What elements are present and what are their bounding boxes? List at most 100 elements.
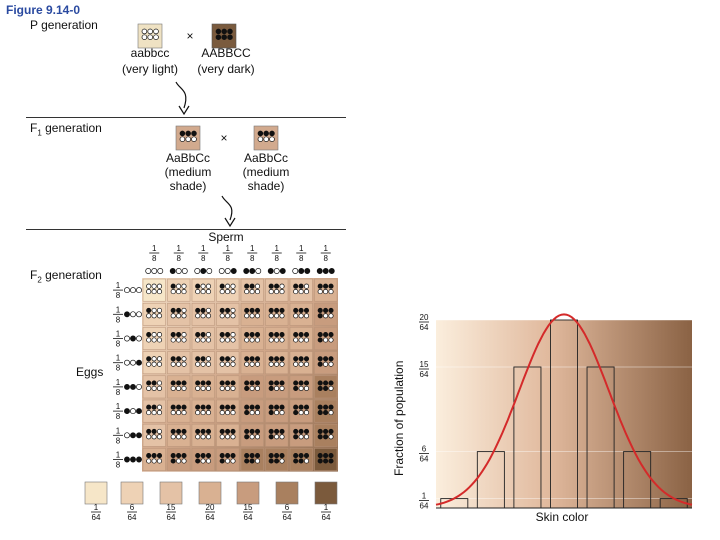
punnett-cell-alleles-allele: [219, 458, 225, 464]
punnett-cell-alleles: [293, 332, 310, 343]
egg-allele: [124, 359, 130, 366]
sperm-allele: [194, 268, 201, 274]
p-to-f1-arrow-head: [178, 105, 190, 116]
punnett-cell-alleles-allele: [151, 410, 157, 416]
egg-allele: [136, 311, 142, 318]
egg-fraction-den: 8: [116, 364, 121, 373]
punnett-cell-alleles-allele: [151, 307, 157, 313]
punnett-cell-alleles-allele: [244, 434, 250, 440]
punnett-cell-alleles-allele: [200, 361, 206, 367]
punnett-cell-alleles-allele: [317, 404, 323, 410]
phenotype-fraction-den: 64: [244, 513, 253, 522]
egg-allele: [130, 359, 136, 366]
p-parent2-alleles-allele: [227, 34, 233, 40]
f1-parent1-genotype: AaBbCc: [165, 151, 211, 165]
punnett-cell-alleles-allele: [205, 307, 212, 313]
punnett-cell-alleles: [317, 428, 334, 440]
f1-to-f2-arrow-stem: [221, 195, 233, 221]
p-parent2-alleles-allele: [221, 28, 227, 35]
f1-parent2-line2: shade): [247, 179, 285, 193]
punnett-cell-alleles-allele: [303, 434, 310, 440]
punnett-cell-alleles-allele: [181, 385, 187, 391]
punnett-cell-alleles-allele: [205, 428, 212, 434]
punnett-cell-alleles: [195, 307, 212, 319]
egg-allele: [136, 408, 142, 415]
punnett-cell-alleles-allele: [205, 283, 212, 289]
punnett-cell-alleles-allele: [293, 307, 299, 313]
sperm-fraction-num: 1: [152, 244, 157, 253]
punnett-cell-alleles: [219, 453, 236, 464]
chart-ytick-label-den: 64: [420, 502, 429, 511]
punnett-cell-alleles-allele: [298, 404, 304, 410]
egg-allele: [130, 335, 136, 342]
punnett-cell-alleles-allele: [170, 428, 176, 434]
punnett-cell-alleles-allele: [254, 404, 261, 410]
sperm-gamete: [145, 268, 164, 274]
punnett-cell-alleles-allele: [244, 453, 250, 459]
punnett-cell-alleles-allele: [244, 356, 250, 362]
punnett-cell-alleles-allele: [200, 283, 206, 289]
punnett-cell-alleles-allele: [293, 458, 299, 464]
punnett-cell-alleles: [170, 332, 187, 343]
f2-generation-label: F2 generation: [30, 268, 102, 285]
punnett-cell-alleles-allele: [293, 428, 299, 434]
punnett-cell-alleles-allele: [146, 356, 152, 362]
punnett-cell-alleles: [195, 453, 212, 464]
punnett-cell-alleles-allele: [205, 458, 212, 464]
f1-parent2-alleles: [257, 130, 275, 142]
punnett-cell-alleles-allele: [268, 385, 274, 391]
punnett-cell-alleles-allele: [156, 337, 163, 343]
egg-gamete: [124, 456, 142, 463]
punnett-cell-alleles-allele: [225, 434, 231, 440]
egg-allele: [136, 383, 142, 390]
phenotype-swatch: [198, 481, 222, 505]
punnett-cell-alleles-allele: [176, 283, 182, 289]
punnett-cell-alleles-allele: [195, 380, 201, 386]
punnett-cell-alleles-allele: [176, 380, 182, 386]
punnett-cell-alleles: [219, 404, 236, 416]
egg-allele: [136, 287, 142, 294]
phenotype-fraction-den: 64: [322, 513, 331, 522]
punnett-cell-alleles-allele: [156, 289, 163, 295]
sperm-fraction-num: 1: [275, 244, 280, 253]
punnett-cell-alleles-allele: [303, 428, 310, 434]
punnett-cell-alleles-allele: [205, 337, 212, 343]
punnett-cell-alleles-allele: [230, 428, 236, 434]
f1-parent1-alleles-allele: [191, 136, 197, 142]
punnett-cell-alleles-allele: [303, 356, 310, 362]
punnett-cell-alleles-allele: [176, 307, 182, 313]
punnett-cell-alleles: [293, 404, 310, 416]
sperm-allele: [157, 268, 164, 274]
punnett-cell-alleles-allele: [317, 289, 323, 295]
punnett-cell-alleles: [268, 283, 285, 295]
punnett-cell-alleles-allele: [230, 289, 236, 295]
punnett-cell-alleles: [317, 332, 334, 343]
punnett-cell-alleles-allele: [293, 380, 299, 386]
punnett-cell-alleles-allele: [176, 428, 182, 434]
phenotype-swatch: [84, 481, 108, 505]
punnett-cell-alleles-allele: [293, 289, 299, 295]
punnett-cell-alleles-allele: [225, 380, 231, 386]
x-axis-label: Skin color: [535, 510, 589, 524]
punnett-cell-alleles-allele: [328, 434, 334, 440]
punnett-cell-alleles-allele: [225, 337, 231, 343]
punnett-cell-alleles-allele: [328, 337, 334, 343]
punnett-cell-alleles-allele: [181, 289, 187, 295]
sperm-allele: [255, 268, 262, 274]
sperm-allele: [169, 268, 176, 274]
punnett-cell-alleles: [146, 380, 163, 391]
f1-parent2-line1: (medium: [242, 165, 290, 179]
punnett-cell-alleles-allele: [298, 458, 304, 464]
punnett-cell-alleles-allele: [249, 428, 255, 434]
p-parent1-alleles: [141, 28, 159, 40]
punnett-cell-alleles: [244, 380, 261, 391]
f1-parent1-alleles: [179, 130, 197, 142]
punnett-cell-alleles-allele: [146, 307, 152, 313]
phenotype-fraction: 164: [91, 503, 101, 522]
phenotype-swatch: [120, 481, 144, 505]
sperm-fraction-num: 1: [201, 244, 206, 253]
punnett-cell-alleles-allele: [279, 380, 285, 386]
punnett-cell-alleles-allele: [328, 361, 334, 367]
punnett-cell-alleles-allele: [200, 385, 206, 391]
